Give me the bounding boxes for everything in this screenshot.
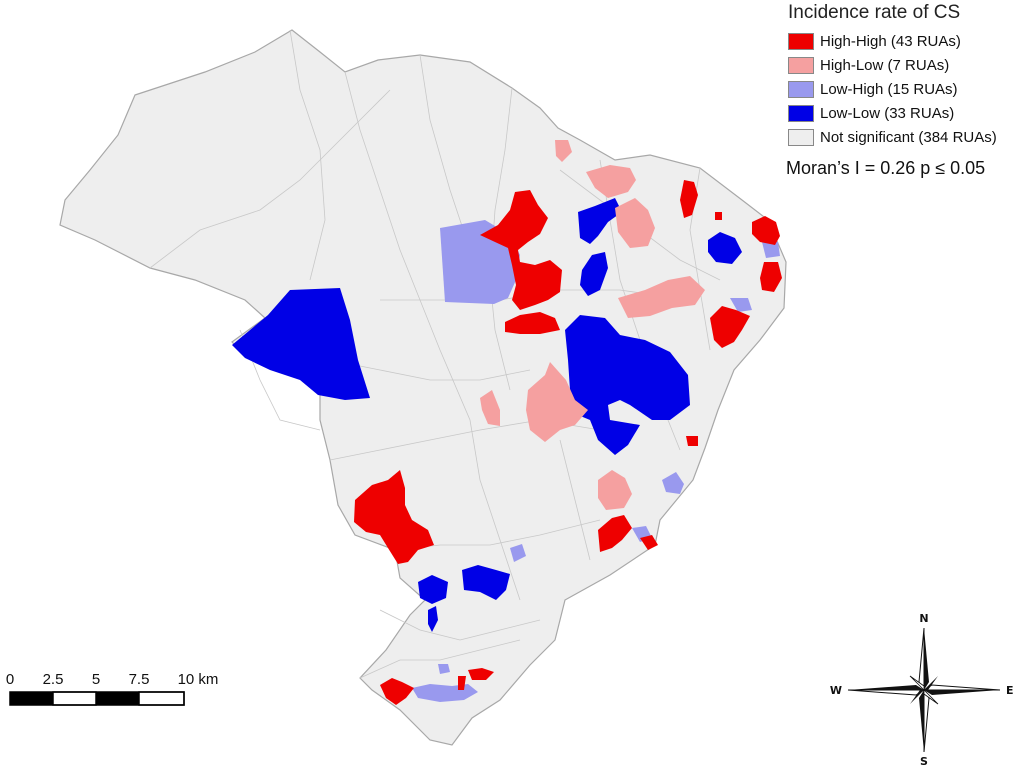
legend-swatch [788, 104, 814, 122]
region-high-high [640, 535, 658, 550]
region-high-high [505, 312, 560, 334]
compass-east-label: E [1006, 684, 1014, 697]
region-high-high [680, 180, 698, 218]
region-high-high [480, 190, 562, 310]
region-low-low [580, 252, 608, 296]
region-low-low [462, 565, 510, 600]
scale-tick-label: 10 km [177, 671, 219, 688]
region-low-high [662, 472, 684, 494]
region-low-low [565, 315, 690, 455]
legend-item-low-high: Low-High (15 RUAs) [788, 78, 1024, 100]
region-low-high [438, 664, 450, 674]
region-low-high [730, 298, 752, 312]
region-high-high [354, 470, 434, 564]
region-high-high [468, 668, 494, 680]
legend-swatch [788, 56, 814, 74]
region-high-high [715, 212, 722, 220]
legend-item-high-high: High-High (43 RUAs) [788, 30, 1024, 52]
region-high-high [710, 306, 750, 348]
region-high-low [586, 165, 636, 198]
region-low-low [428, 606, 438, 632]
region-high-low [555, 140, 572, 162]
legend-title: Incidence rate of CS [788, 2, 961, 23]
region-low-low [232, 288, 370, 400]
legend-swatch [788, 32, 814, 50]
morans-i-statistic: Moran’s I = 0.26 p ≤ 0.05 [786, 158, 986, 178]
legend-item-high-low: High-Low (7 RUAs) [788, 54, 1024, 76]
legend-label: High-High (43 RUAs) [820, 32, 961, 50]
region-high-low [618, 276, 705, 318]
cluster-regions [232, 140, 782, 705]
legend-swatch [788, 80, 814, 98]
legend-label: Not significant (384 RUAs) [820, 128, 997, 146]
legend-label: Low-High (15 RUAs) [820, 80, 958, 98]
legend: Incidence rate of CS High-High (43 RUAs)… [788, 2, 1024, 150]
region-low-low [708, 232, 742, 264]
scale-segment [138, 691, 185, 706]
region-high-high [380, 678, 414, 705]
compass-south-label: S [920, 755, 928, 768]
region-low-low [418, 575, 448, 604]
legend-label: High-Low (7 RUAs) [820, 56, 950, 74]
region-low-high [762, 242, 780, 258]
legend-item-low-low: Low-Low (33 RUAs) [788, 102, 1024, 124]
legend-swatch [788, 128, 814, 146]
legend-label: Low-Low (33 RUAs) [820, 104, 955, 122]
scale-tick-label: 0 [5, 671, 15, 688]
region-high-high [458, 676, 466, 690]
region-high-low [526, 362, 588, 442]
region-low-low [578, 198, 622, 244]
scale-segment [52, 691, 97, 706]
scale-segment [96, 692, 139, 705]
scale-segment [10, 692, 53, 705]
region-high-low [480, 390, 500, 426]
region-high-high [760, 262, 782, 292]
scale-tick-label: 5 [91, 671, 101, 688]
region-high-low [598, 470, 632, 510]
compass-north-label: N [919, 612, 928, 625]
scale-tick-label: 7.5 [128, 671, 150, 688]
region-high-high [598, 515, 632, 552]
north-arrow: N S E W [830, 612, 1014, 768]
scale-tick-label: 2.5 [42, 671, 64, 688]
scale-frame [9, 691, 185, 706]
region-high-high [686, 436, 698, 446]
region-high-high [752, 216, 780, 245]
region-high-low [615, 198, 655, 248]
scale-bar [9, 691, 185, 706]
region-low-high [510, 544, 526, 562]
legend-item-not-significant: Not significant (384 RUAs) [788, 126, 1024, 148]
compass-west-label: W [830, 684, 842, 697]
